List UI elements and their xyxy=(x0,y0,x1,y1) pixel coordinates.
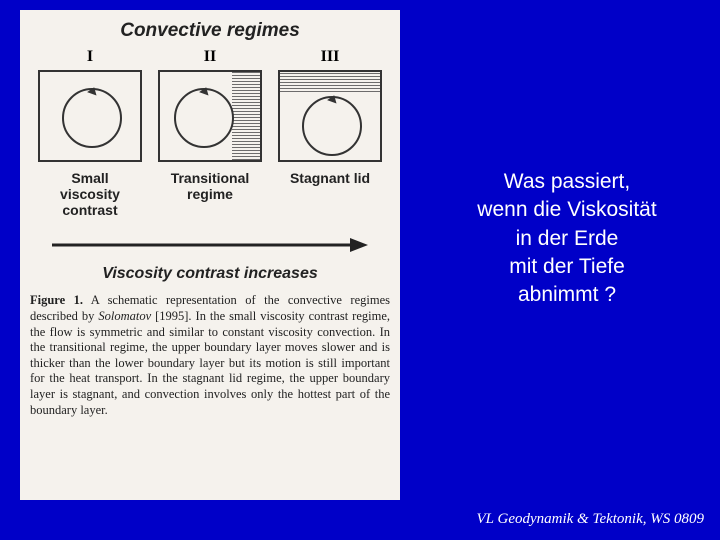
convection-circle-icon xyxy=(174,88,234,148)
regime-1-label: Small viscosity contrast xyxy=(34,170,146,218)
regime-2-label: Transitional regime xyxy=(154,170,266,202)
figure-caption: Figure 1. A schematic representation of … xyxy=(30,293,390,418)
regime-1-num: I xyxy=(34,48,146,66)
footer-text: VL Geodynamik & Tektonik, WS 0809 xyxy=(477,511,704,528)
regime-3-cell xyxy=(278,70,382,162)
convection-circle-icon xyxy=(62,88,122,148)
arrow-right-icon xyxy=(50,236,370,254)
regime-3-num: III xyxy=(274,48,386,66)
regime-2-num: II xyxy=(154,48,266,66)
axis-label: Viscosity contrast increases xyxy=(40,265,380,283)
regime-3-label: Stagnant lid xyxy=(274,170,386,186)
regime-2: II Transitional regime xyxy=(154,48,266,218)
arrow-row: Viscosity contrast increases xyxy=(40,236,380,283)
regime-2-cell xyxy=(158,70,262,162)
regime-1-cell xyxy=(38,70,142,162)
figure-title: Convective regimes xyxy=(30,20,390,42)
figure-panel: Convective regimes I Small viscosity con… xyxy=(20,10,400,500)
convection-circle-icon xyxy=(302,96,362,156)
regime-3: III Stagnant lid xyxy=(274,48,386,218)
regimes-row: I Small viscosity contrast II Transition… xyxy=(34,48,386,218)
regime-1: I Small viscosity contrast xyxy=(34,48,146,218)
question-text: Was passiert, wenn die Viskosität in der… xyxy=(432,168,702,310)
